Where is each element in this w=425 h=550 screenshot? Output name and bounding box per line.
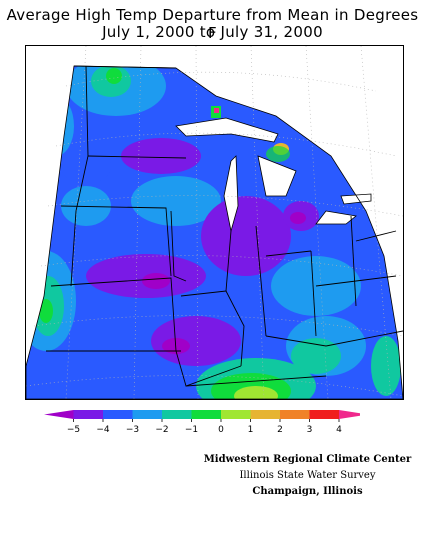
legend-cell-2 [103,410,133,419]
map-title: Average High Temp Departure from Mean in… [6,6,419,42]
legend-tick-label: 4 [336,425,342,435]
legend-cell-1 [73,410,104,419]
credit-survey: Illinois State Water Survey [239,470,376,481]
legend-cell-7 [250,410,281,419]
legend-cell-9 [309,410,340,419]
legend-cell-0 [44,410,74,419]
legend-tick-label: −2 [155,425,168,435]
canada-area [26,46,403,366]
legend-tick-labels: −5 −4 −3 −2 −1 0 1 2 3 4 [67,419,342,435]
map-svg [26,46,403,399]
legend-tick-label: 1 [248,425,254,435]
legend-tick-label: −1 [185,425,198,435]
region-outline [26,65,403,399]
legend-tick-label: −5 [67,425,80,435]
legend-tick-label: −4 [96,425,110,435]
map-date-range: July 1, 2000 to July 31, 2000 [102,23,323,41]
legend-cell-5 [191,410,222,419]
credit-location: Champaign, Illinois [252,486,363,497]
color-legend: −5 −4 −3 −2 −1 0 1 2 3 4 [40,408,369,444]
legend-svg: −5 −4 −3 −2 −1 0 1 2 3 4 [44,410,369,435]
legend-tick-label: 3 [307,425,313,435]
temperature-departure-map [25,45,404,400]
legend-cell-4 [162,410,192,419]
legend-cell-3 [132,410,163,419]
legend-tick-label: 2 [277,425,283,435]
credit-center: Midwestern Regional Climate Center [203,454,412,465]
coastlines [175,117,372,232]
legend-tick-label: −3 [126,425,139,435]
legend-cell-8 [280,410,310,419]
legend-cell-6 [221,410,251,419]
legend-cells [44,410,369,419]
legend-cell-10 [339,410,369,419]
legend-tick-label: 0 [218,425,224,435]
